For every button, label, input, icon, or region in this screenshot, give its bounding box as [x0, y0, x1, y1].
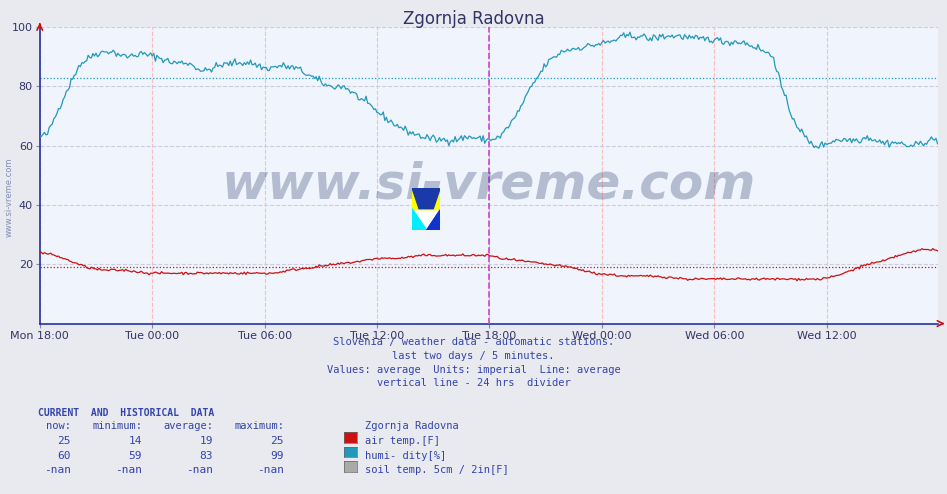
- Polygon shape: [412, 209, 426, 230]
- Text: -nan: -nan: [115, 465, 142, 475]
- Text: 83: 83: [200, 451, 213, 460]
- Text: minimum:: minimum:: [92, 421, 142, 431]
- Text: Slovenia / weather data - automatic stations.: Slovenia / weather data - automatic stat…: [333, 337, 614, 347]
- Text: soil temp. 5cm / 2in[F]: soil temp. 5cm / 2in[F]: [365, 465, 509, 475]
- Text: air temp.[F]: air temp.[F]: [365, 436, 439, 446]
- Text: 19: 19: [200, 436, 213, 446]
- Polygon shape: [412, 209, 426, 230]
- Text: www.si-vreme.com: www.si-vreme.com: [5, 158, 14, 237]
- Polygon shape: [412, 188, 440, 209]
- Text: CURRENT  AND  HISTORICAL  DATA: CURRENT AND HISTORICAL DATA: [38, 408, 214, 417]
- Text: average:: average:: [163, 421, 213, 431]
- Bar: [412, 188, 440, 209]
- Text: maximum:: maximum:: [234, 421, 284, 431]
- Text: vertical line - 24 hrs  divider: vertical line - 24 hrs divider: [377, 378, 570, 388]
- Text: -nan: -nan: [44, 465, 71, 475]
- Text: 25: 25: [58, 436, 71, 446]
- Polygon shape: [412, 188, 440, 209]
- Polygon shape: [426, 209, 440, 230]
- Text: last two days / 5 minutes.: last two days / 5 minutes.: [392, 351, 555, 361]
- Text: now:: now:: [46, 421, 71, 431]
- Text: -nan: -nan: [186, 465, 213, 475]
- Text: 14: 14: [129, 436, 142, 446]
- Text: Zgornja Radovna: Zgornja Radovna: [402, 10, 545, 28]
- Text: 59: 59: [129, 451, 142, 460]
- Polygon shape: [412, 188, 440, 209]
- Text: 60: 60: [58, 451, 71, 460]
- Text: Zgornja Radovna: Zgornja Radovna: [365, 421, 458, 431]
- Text: Values: average  Units: imperial  Line: average: Values: average Units: imperial Line: av…: [327, 365, 620, 374]
- Text: 99: 99: [271, 451, 284, 460]
- Text: humi- dity[%]: humi- dity[%]: [365, 451, 446, 460]
- Text: -nan: -nan: [257, 465, 284, 475]
- Text: www.si-vreme.com: www.si-vreme.com: [222, 160, 756, 208]
- Polygon shape: [426, 209, 440, 230]
- Text: 25: 25: [271, 436, 284, 446]
